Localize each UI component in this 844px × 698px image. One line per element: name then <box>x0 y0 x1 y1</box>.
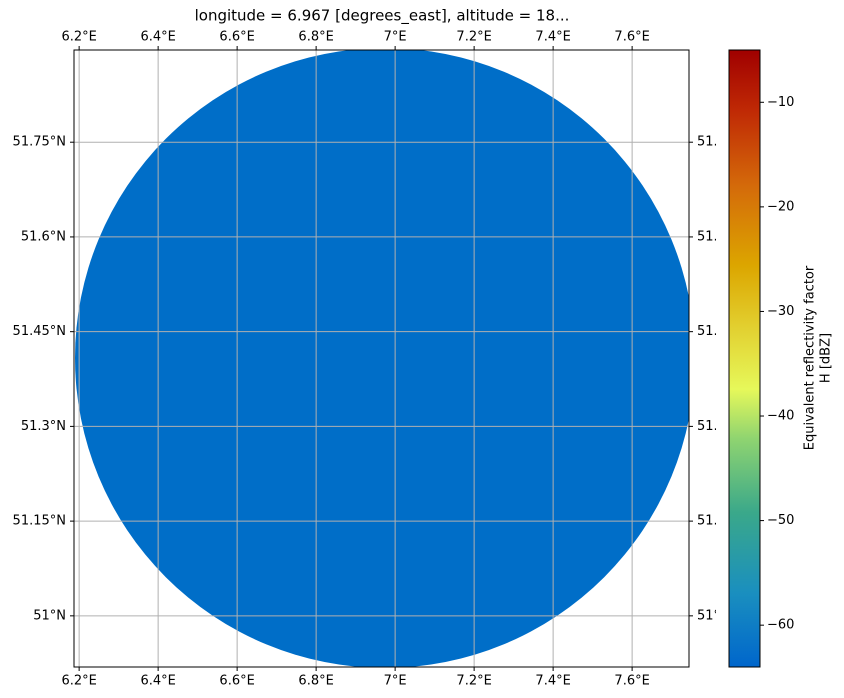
colorbar-label: Equivalent reflectivity factor <box>803 265 818 450</box>
chart-title: longitude = 6.967 [degrees_east], altitu… <box>195 7 570 26</box>
x-tick-label: 7.2°E <box>456 30 491 45</box>
y-tick-label: 51.45°N <box>697 324 750 339</box>
y-tick-label: 51.3°N <box>697 419 742 434</box>
x-tick-label: 6.6°E <box>219 674 254 689</box>
colorbar-tick-label: −60 <box>767 618 794 633</box>
y-tick-label: 51.15°N <box>697 514 750 529</box>
y-tick-label: 51.6°N <box>697 229 742 244</box>
y-tick-label: 51.75°N <box>13 135 66 150</box>
colorbar <box>728 49 761 668</box>
x-tick-label: 6.2°E <box>61 30 96 45</box>
y-tick-label: 51°N <box>33 608 66 623</box>
y-tick-label: 51.75°N <box>697 135 750 150</box>
x-tick-label: 7°E <box>384 30 407 45</box>
y-tick-label: 51.45°N <box>13 324 66 339</box>
x-tick-label: 6.8°E <box>298 30 333 45</box>
y-tick-label: 51.3°N <box>21 419 66 434</box>
x-tick-label: 7.4°E <box>535 674 570 689</box>
x-tick-label: 6.4°E <box>140 674 175 689</box>
plot-frame <box>73 49 690 668</box>
map-layer <box>75 50 689 667</box>
colorbar-tick-label: −50 <box>767 513 794 528</box>
x-tick-label: 7.6°E <box>614 674 649 689</box>
y-tick-label: 51.15°N <box>13 514 66 529</box>
colorbar-tick-label: −40 <box>767 409 794 424</box>
x-tick-label: 6.2°E <box>61 674 96 689</box>
x-tick-label: 6.6°E <box>219 30 254 45</box>
x-tick-label: 7.2°E <box>456 674 491 689</box>
y-tick-label: 51°N <box>697 608 730 623</box>
plot-area <box>74 50 689 667</box>
x-tick-label: 6.8°E <box>298 674 333 689</box>
x-tick-label: 7.4°E <box>535 30 570 45</box>
colorbar-tick-label: −10 <box>767 95 794 110</box>
colorbar-tick-label: −20 <box>767 199 794 214</box>
colorbar-tick-label: −30 <box>767 304 794 319</box>
y-tick-label: 51.6°N <box>21 229 66 244</box>
right-labels: 51°N 51.15°N 51.3°N 51.45°N 51.6°N 51.75°N <box>697 135 750 624</box>
colorbar-label: H [dBZ] <box>819 333 834 383</box>
radar-coverage <box>75 50 689 667</box>
x-tick-label: 7°E <box>384 674 407 689</box>
x-tick-label: 7.6°E <box>614 30 649 45</box>
x-tick-label: 6.4°E <box>140 30 175 45</box>
